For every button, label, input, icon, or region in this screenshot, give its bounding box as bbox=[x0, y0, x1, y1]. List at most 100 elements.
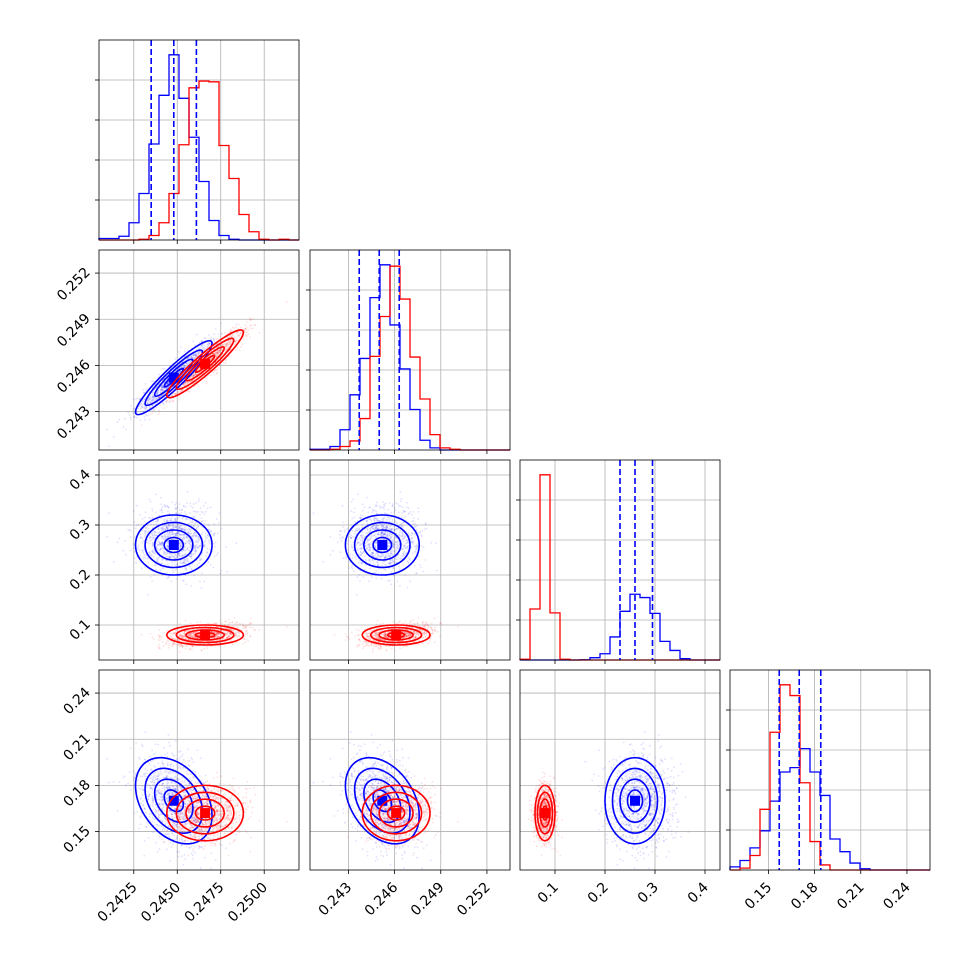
sample-point bbox=[144, 418, 146, 421]
sample-point bbox=[166, 518, 169, 520]
sample-point bbox=[235, 542, 238, 545]
sample-point bbox=[401, 538, 404, 541]
sample-point bbox=[182, 536, 185, 538]
sample-point bbox=[194, 344, 196, 347]
sample-point bbox=[169, 400, 171, 403]
sample-point bbox=[197, 541, 199, 544]
sample-point bbox=[253, 629, 256, 631]
sample-point bbox=[178, 554, 181, 557]
sample-point bbox=[185, 362, 187, 365]
sample-point bbox=[435, 542, 437, 545]
sample-point bbox=[179, 511, 182, 514]
sample-point bbox=[241, 624, 244, 626]
sample-point bbox=[391, 505, 394, 507]
sample-point bbox=[187, 357, 190, 359]
sample-point bbox=[153, 523, 155, 526]
sample-point bbox=[203, 647, 206, 650]
sample-point bbox=[138, 549, 141, 552]
sample-point bbox=[161, 385, 164, 388]
sample-point bbox=[193, 534, 196, 537]
sample-point bbox=[380, 506, 383, 508]
sample-point bbox=[129, 536, 132, 538]
sample-point bbox=[366, 532, 369, 535]
sample-point bbox=[161, 509, 163, 512]
sample-point bbox=[249, 626, 252, 629]
sample-point bbox=[151, 509, 154, 512]
sample-point bbox=[195, 373, 197, 376]
sample-point bbox=[184, 511, 186, 513]
sample-point bbox=[235, 620, 238, 623]
sample-point bbox=[155, 531, 158, 534]
sample-point bbox=[185, 568, 188, 571]
sample-point bbox=[141, 406, 144, 409]
sample-point bbox=[141, 399, 144, 402]
sample-point bbox=[239, 623, 242, 626]
sample-point bbox=[145, 414, 148, 417]
sample-point bbox=[245, 633, 247, 635]
sample-point bbox=[251, 622, 254, 625]
sample-point bbox=[213, 555, 216, 558]
sample-point bbox=[218, 620, 221, 622]
sample-point bbox=[158, 396, 161, 398]
sample-point bbox=[163, 537, 166, 540]
sample-point bbox=[388, 527, 391, 530]
sample-point bbox=[160, 394, 163, 397]
sample-point bbox=[185, 513, 187, 516]
sample-point bbox=[177, 531, 180, 534]
sample-point bbox=[151, 391, 154, 394]
sample-point bbox=[150, 380, 153, 383]
sample-point bbox=[190, 568, 193, 571]
sample-point bbox=[155, 392, 158, 395]
sample-point bbox=[177, 391, 180, 394]
sample-point bbox=[190, 524, 193, 527]
sample-point bbox=[215, 354, 218, 357]
sample-point bbox=[199, 620, 202, 623]
sample-point bbox=[230, 335, 233, 338]
sample-point bbox=[143, 391, 146, 394]
sample-point bbox=[135, 504, 138, 507]
sample-point bbox=[142, 556, 145, 558]
sample-point bbox=[206, 380, 208, 383]
sample-point bbox=[169, 531, 172, 533]
sample-point bbox=[394, 509, 397, 511]
sample-point bbox=[151, 538, 154, 541]
sample-point bbox=[178, 552, 181, 555]
sample-point bbox=[205, 347, 207, 350]
sample-point bbox=[132, 547, 135, 550]
sample-point bbox=[141, 406, 144, 409]
sample-point bbox=[159, 388, 162, 391]
sample-point bbox=[171, 645, 173, 648]
sample-point bbox=[154, 493, 157, 496]
sample-point bbox=[354, 507, 356, 510]
sample-point bbox=[170, 518, 173, 520]
sample-point bbox=[158, 647, 161, 650]
sample-point bbox=[170, 635, 172, 638]
sample-point bbox=[159, 391, 162, 394]
sample-point bbox=[152, 520, 155, 523]
density-peak bbox=[168, 540, 179, 550]
sample-point bbox=[141, 517, 144, 520]
sample-point bbox=[170, 561, 173, 563]
sample-point bbox=[106, 428, 109, 431]
sample-point bbox=[130, 549, 132, 552]
sample-point bbox=[166, 382, 169, 384]
sample-point bbox=[161, 506, 164, 509]
sample-point bbox=[161, 389, 164, 392]
sample-point bbox=[174, 503, 177, 506]
sample-point bbox=[128, 529, 131, 531]
sample-point bbox=[197, 385, 200, 388]
sample-point bbox=[226, 343, 229, 346]
sample-point bbox=[181, 562, 184, 565]
sample-point bbox=[136, 524, 139, 527]
sample-point bbox=[240, 326, 243, 329]
sample-point bbox=[157, 389, 160, 392]
sample-point bbox=[158, 373, 161, 376]
sample-point bbox=[215, 372, 218, 375]
sample-point bbox=[192, 356, 195, 359]
sample-point bbox=[152, 409, 155, 412]
sample-point bbox=[147, 541, 150, 544]
sample-point bbox=[213, 339, 216, 341]
sample-point bbox=[198, 351, 201, 354]
sample-point bbox=[242, 627, 245, 630]
sample-point bbox=[207, 334, 210, 336]
